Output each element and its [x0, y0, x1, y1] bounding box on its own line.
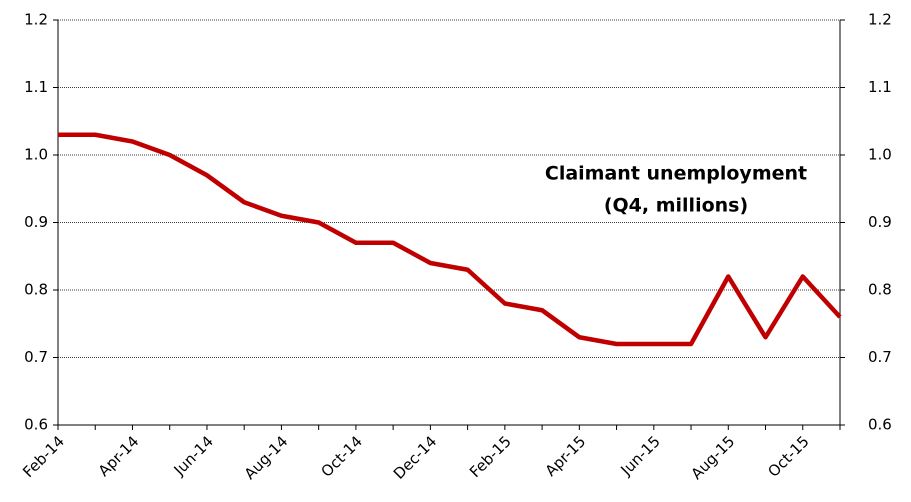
x-tick-label: Aug-15 — [688, 432, 739, 483]
y2-tick-label: 1.0 — [868, 146, 892, 164]
y2-tick-label: 1.1 — [868, 78, 892, 96]
annotation: (Q4, millions) — [604, 195, 748, 217]
x-tick-label: Jun-14 — [170, 432, 217, 479]
y-tick-label: 1.0 — [24, 146, 48, 164]
y-tick-label: 1.2 — [24, 11, 48, 29]
x-tick-label: Apr-14 — [95, 432, 143, 480]
x-tick-label: Feb-14 — [19, 432, 68, 481]
x-tick-label: Feb-15 — [466, 432, 515, 481]
y-tick-label: 0.9 — [24, 213, 48, 231]
y-tick-label: 0.7 — [24, 348, 48, 366]
line-series — [58, 132, 842, 347]
y2-tick-label: 1.2 — [868, 11, 892, 29]
y2-tick-label: 0.9 — [868, 213, 892, 231]
x-tick-label: Aug-14 — [241, 432, 292, 483]
x-tick-label: Apr-15 — [542, 432, 590, 480]
y2-tick-label: 0.8 — [868, 281, 892, 299]
y2-tick-label: 0.6 — [868, 416, 892, 434]
annotation: Claimant unemployment — [545, 163, 807, 185]
x-tick-label: Jun-15 — [616, 432, 663, 479]
y-tick-label: 0.6 — [24, 416, 48, 434]
x-tick-label: Oct-15 — [764, 432, 812, 480]
x-tick-label: Dec-14 — [390, 432, 441, 483]
y-tick-label: 0.8 — [24, 281, 48, 299]
y2-tick-label: 0.7 — [868, 348, 892, 366]
x-tick-label: Oct-14 — [318, 432, 366, 480]
y-tick-label: 1.1 — [24, 78, 48, 96]
